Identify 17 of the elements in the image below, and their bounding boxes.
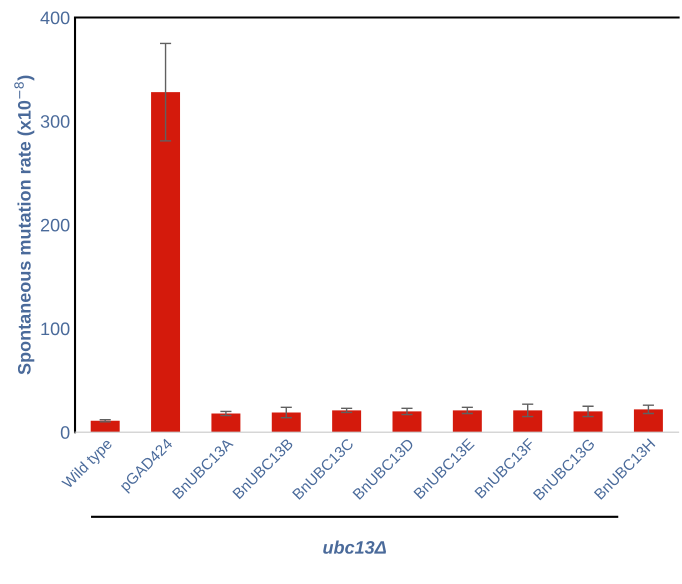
bar [90, 420, 120, 432]
y-tick-label: 100 [41, 322, 70, 336]
bar [574, 411, 603, 432]
y-tick-label: 200 [40, 218, 70, 232]
y-tick-label: 0 [60, 426, 70, 439]
bar [392, 411, 422, 432]
y-axis-title: Spontaneous mutation rate (x10$^{−8}$) [14, 76, 34, 374]
y-tick-label: 400 [40, 11, 70, 24]
bar [634, 409, 663, 432]
bar [272, 412, 301, 432]
text: ubc13Δ [323, 540, 386, 554]
bar [211, 414, 240, 432]
bar [332, 410, 362, 432]
bar [452, 410, 482, 432]
bar [151, 92, 180, 432]
y-tick-label: 300 [40, 115, 70, 128]
bar [513, 410, 542, 432]
